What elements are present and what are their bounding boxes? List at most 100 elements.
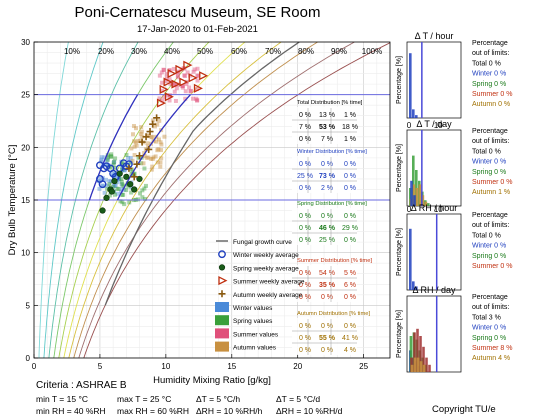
- value-mark: [129, 146, 134, 151]
- weekly-average-point: [96, 161, 104, 170]
- out-of-limits-text: Percentage: [472, 40, 508, 47]
- distribution-cell: 0 %: [299, 213, 311, 220]
- y-tick-label: 5: [26, 301, 31, 310]
- distribution-cell: 73 %: [319, 173, 336, 180]
- value-mark: [119, 182, 124, 187]
- value-mark: [117, 177, 122, 182]
- value-mark: [168, 81, 173, 86]
- value-mark: [146, 133, 151, 138]
- weekly-average-point: [136, 175, 143, 183]
- distribution-cell: 54 %: [319, 270, 335, 277]
- chart-subtitle: 17-Jan-2020 to 01-Feb-2021: [137, 24, 258, 35]
- distribution-cell: 0 %: [321, 347, 333, 354]
- value-mark: [180, 84, 185, 89]
- distribution-table-bg: [292, 318, 357, 355]
- value-mark: [162, 94, 167, 99]
- criteria-drh-day: ΔRH = 10 %RH/d: [276, 406, 343, 416]
- histogram-bar: [427, 203, 430, 206]
- rh-curve-label: 20%: [98, 47, 114, 56]
- out-of-limits-text: Winter 0 %: [472, 71, 506, 78]
- histogram-bar: [413, 195, 416, 206]
- value-mark: [142, 154, 147, 159]
- value-mark: [128, 160, 133, 165]
- histogram-bar: [410, 364, 414, 372]
- y-tick-label: 10: [21, 249, 30, 258]
- weekly-average-point: [167, 69, 177, 79]
- value-mark: [97, 186, 102, 191]
- value-mark: [113, 183, 118, 188]
- value-mark: [99, 159, 104, 164]
- distribution-cell: 1 %: [344, 136, 356, 143]
- distribution-cell: 29 %: [342, 225, 358, 232]
- out-of-limits-text: Total 3 %: [472, 314, 501, 321]
- value-mark: [196, 73, 201, 78]
- value-mark: [124, 152, 129, 157]
- value-mark: [195, 87, 200, 92]
- distribution-cell: 7 %: [321, 136, 333, 143]
- value-mark: [175, 73, 180, 78]
- value-mark: [158, 140, 163, 145]
- value-mark: [105, 157, 110, 162]
- value-mark: [160, 88, 165, 93]
- rh-curve-label: 30%: [131, 47, 147, 56]
- histogram-bar: [409, 228, 412, 290]
- out-of-limits-text: Total 0 %: [472, 60, 501, 67]
- y-tick-label: 15: [21, 196, 30, 205]
- weekly-average-point: [123, 173, 130, 180]
- value-mark: [159, 142, 164, 147]
- value-mark: [99, 155, 104, 160]
- value-mark: [120, 192, 125, 197]
- value-mark: [115, 186, 120, 191]
- histogram-frame: [406, 41, 462, 119]
- weekly-average-point: [149, 120, 157, 128]
- out-of-limits-text: Winter 0 %: [472, 159, 506, 166]
- histogram-bar: [416, 328, 419, 372]
- value-mark: [172, 82, 177, 87]
- rh-curve-label: 50%: [197, 47, 213, 56]
- value-mark: [120, 182, 125, 187]
- distribution-title: Winter Distribution [% time]: [297, 149, 367, 155]
- value-mark: [160, 98, 165, 103]
- value-mark: [111, 184, 116, 189]
- value-mark: [111, 160, 116, 165]
- distribution-cell: 41 %: [342, 335, 358, 342]
- value-mark: [158, 164, 163, 169]
- value-mark: [131, 124, 136, 129]
- weekly-average-point: [145, 145, 153, 153]
- y-tick-label: 25: [21, 91, 30, 100]
- histogram-ylabel: Percentage [%]: [396, 144, 403, 192]
- value-mark: [132, 153, 137, 158]
- histogram-ylabel: Percentage [%]: [396, 56, 403, 104]
- value-mark: [171, 66, 176, 71]
- out-of-limits-text: Spring 0 %: [472, 335, 506, 342]
- distribution-cell: 0 %: [299, 112, 311, 119]
- value-mark: [145, 141, 150, 146]
- value-mark: [152, 124, 157, 129]
- value-mark: [188, 89, 193, 94]
- value-mark: [142, 166, 147, 171]
- rh-curve-label: 10%: [64, 47, 80, 56]
- distribution-cell: 0 %: [344, 323, 356, 330]
- criteria-label: Criteria : ASHRAE B: [36, 380, 127, 391]
- distribution-cell: 0 %: [344, 294, 356, 301]
- weekly-average-point: [131, 186, 138, 193]
- value-mark: [128, 160, 133, 165]
- distribution-cell: 46 %: [319, 225, 336, 232]
- legend-swatch: [215, 302, 229, 312]
- distribution-cell: 6 %: [344, 282, 356, 289]
- weekly-average-point: [163, 77, 173, 87]
- weekly-average-point: [188, 73, 198, 83]
- value-mark: [107, 193, 112, 198]
- histogram-frame: [406, 213, 462, 291]
- legend-label: Autumn weekly average: [233, 292, 303, 299]
- weekly-average-point: [142, 133, 150, 141]
- value-mark: [183, 96, 188, 101]
- value-mark: [98, 177, 103, 182]
- value-mark: [133, 126, 138, 131]
- legend-label: Winter weekly average: [233, 252, 299, 259]
- value-mark: [105, 183, 110, 188]
- value-mark: [158, 148, 163, 153]
- value-mark: [120, 200, 125, 205]
- criteria-min-t: min T = 15 °C: [36, 394, 88, 404]
- value-mark: [154, 139, 159, 144]
